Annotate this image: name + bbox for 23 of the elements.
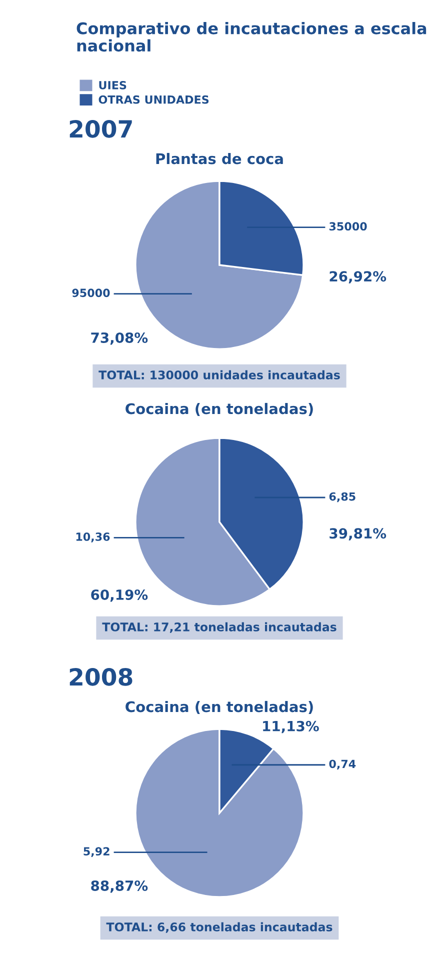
data-label: 10,36: [76, 532, 110, 542]
chart-title: Cocaina (en toneladas): [126, 700, 313, 714]
text: Plantas de coca: [156, 152, 283, 164]
legend-label: UIES: [99, 80, 126, 90]
data-label: 6,85: [329, 492, 356, 502]
text: 26,92%: [330, 271, 386, 284]
text: 73,08%: [91, 332, 148, 345]
data-label: 95000: [72, 288, 110, 298]
chart-subtitle: 2008: [70, 668, 132, 686]
text: 39,81%: [330, 528, 386, 540]
text: 2007: [70, 120, 132, 138]
text: TOTAL: 17,21 toneladas incautadas: [102, 622, 336, 633]
data-label: 5,92: [84, 847, 110, 857]
legend-label: OTRAS UNIDADES: [98, 95, 209, 104]
data-label: 0,74: [329, 760, 356, 770]
text: 88,87%: [91, 880, 148, 893]
chart-title: Cocaina (en toneladas): [126, 402, 313, 416]
text: TOTAL: 6,66 toneladas incautadas: [106, 922, 332, 933]
text: Comparativo de incautaciones a escala nacional: [76, 22, 426, 52]
data-label: 35000: [329, 222, 367, 231]
text: 60,19%: [91, 589, 148, 602]
text: 11,13%: [263, 720, 319, 734]
text: TOTAL: 130000 unidades incautadas: [98, 370, 340, 380]
